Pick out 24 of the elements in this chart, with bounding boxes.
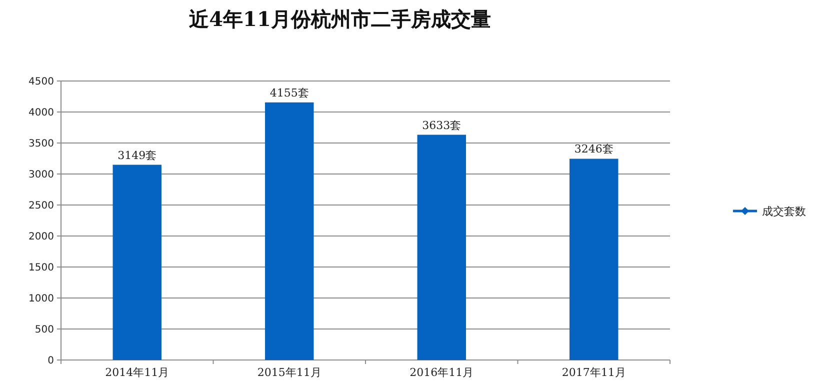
bar [112, 164, 162, 360]
y-tick-label: 4500 [28, 76, 54, 88]
x-tick-label: 2015年11月 [257, 366, 322, 379]
x-tick-label: 2017年11月 [562, 366, 626, 379]
data-label: 3246套 [574, 142, 614, 156]
y-tick-label: 1000 [28, 294, 54, 304]
y-tick-label: 2000 [28, 232, 54, 242]
y-tick-label: 1500 [28, 262, 54, 274]
bar [265, 102, 314, 360]
y-tick-label: 3000 [28, 170, 54, 180]
y-tick-label: 2500 [28, 200, 54, 212]
data-label: 3633套 [422, 118, 462, 132]
y-tick-label: 500 [34, 324, 54, 336]
x-tick-label: 2016年11月 [410, 366, 474, 379]
x-tick-label: 2014年11月 [105, 366, 170, 379]
data-label: 3149套 [118, 148, 157, 162]
legend-label: 成交套数 [762, 205, 806, 218]
bar [570, 158, 618, 360]
y-tick-label: 4000 [28, 108, 54, 118]
y-tick-label: 0 [48, 356, 54, 366]
data-label: 4155套 [270, 86, 309, 100]
y-tick-label: 3500 [28, 138, 54, 150]
bar [417, 134, 466, 360]
chart-title: 近4年11月份杭州市二手房成交量 [188, 7, 491, 31]
